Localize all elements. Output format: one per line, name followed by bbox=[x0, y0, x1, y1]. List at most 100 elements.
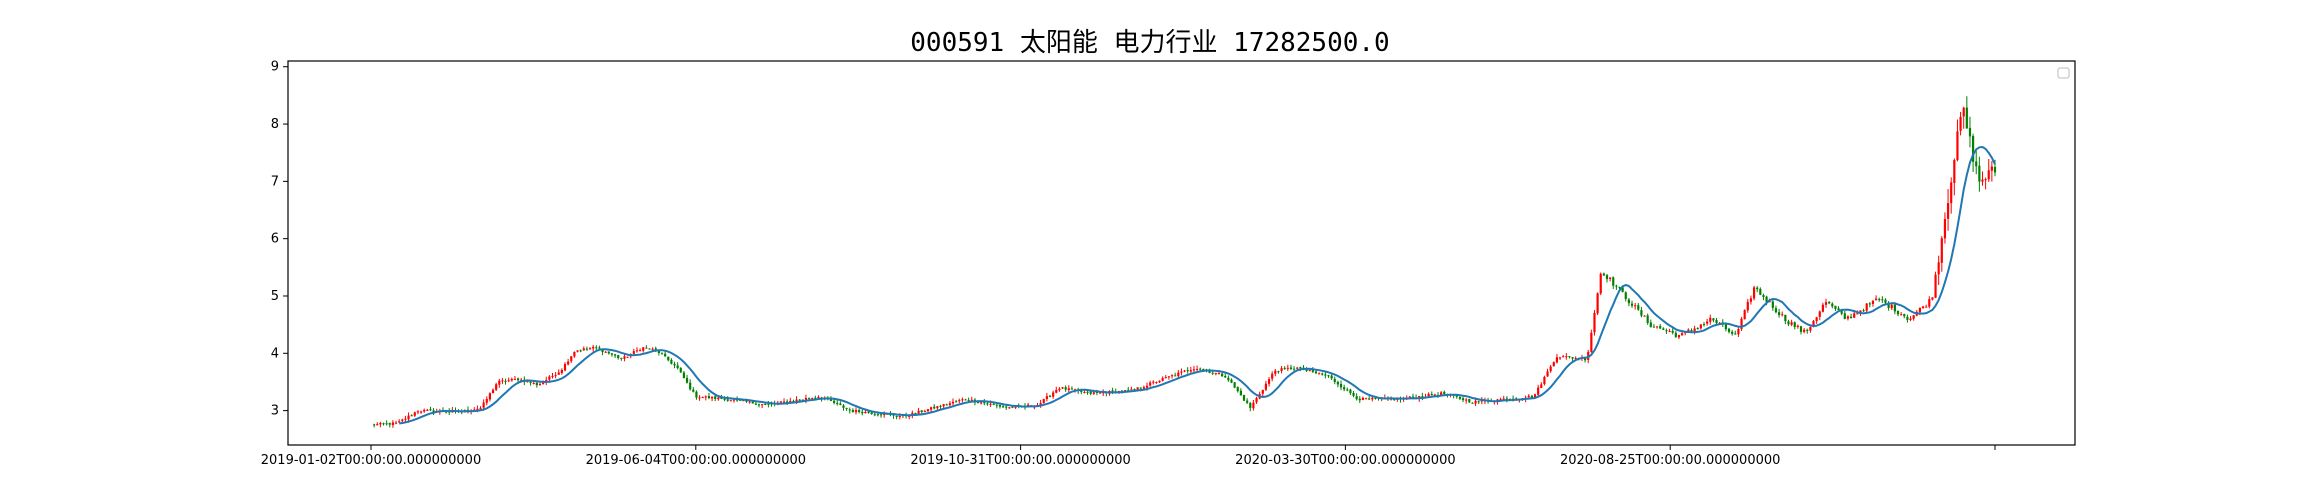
candle-body bbox=[1587, 351, 1590, 360]
candle-body bbox=[657, 350, 660, 353]
candle-body bbox=[1621, 287, 1624, 292]
candle-body bbox=[382, 423, 385, 425]
candle-body bbox=[1230, 379, 1233, 383]
candle-body bbox=[1918, 307, 1921, 313]
candle-body bbox=[1430, 394, 1433, 396]
candle-body bbox=[980, 402, 983, 404]
candle-body bbox=[1943, 219, 1947, 239]
candle-body bbox=[1170, 375, 1174, 377]
candle-body bbox=[939, 405, 942, 407]
candle-body bbox=[1737, 329, 1740, 335]
candle-body bbox=[807, 397, 811, 399]
candle-body bbox=[535, 382, 538, 386]
candle-body bbox=[920, 410, 923, 413]
candle-body bbox=[598, 347, 601, 349]
candle-body bbox=[1199, 368, 1202, 370]
candle-body bbox=[1709, 317, 1712, 322]
candle-body bbox=[1921, 306, 1925, 309]
candle-body bbox=[1465, 399, 1468, 401]
candle-body bbox=[532, 382, 535, 384]
candle-body bbox=[645, 347, 648, 349]
candle-body bbox=[1352, 392, 1355, 396]
candle-body bbox=[1427, 393, 1430, 397]
candle-body bbox=[1255, 397, 1258, 403]
candle-body bbox=[1186, 370, 1189, 372]
candle-body bbox=[413, 412, 416, 416]
candle-body bbox=[1925, 306, 1928, 308]
candle-body bbox=[1368, 398, 1371, 400]
candle-body bbox=[526, 381, 529, 383]
candle-body bbox=[995, 404, 998, 406]
candle-body bbox=[1881, 299, 1884, 301]
candle-body bbox=[557, 372, 560, 375]
candle-body bbox=[789, 400, 792, 403]
candle-body bbox=[1659, 326, 1662, 329]
candle-body bbox=[1934, 274, 1937, 298]
candle-body bbox=[754, 403, 757, 405]
candle-body bbox=[1314, 371, 1318, 374]
candle-body bbox=[958, 400, 961, 402]
candle-body bbox=[1562, 356, 1565, 358]
candle-body bbox=[1746, 301, 1749, 311]
candle-body bbox=[710, 396, 714, 399]
candle-body bbox=[1752, 287, 1756, 299]
y-tick-label: 3 bbox=[271, 404, 279, 419]
candle-body bbox=[588, 348, 592, 350]
legend-box[interactable] bbox=[2057, 67, 2070, 79]
candle-body bbox=[1984, 179, 1987, 181]
candle-body bbox=[498, 380, 501, 385]
candle-body bbox=[1239, 390, 1242, 396]
candle-body bbox=[548, 376, 551, 380]
candle-body bbox=[1227, 377, 1230, 381]
candle-body bbox=[992, 403, 995, 405]
candle-body bbox=[1612, 277, 1615, 286]
candle-body bbox=[1311, 369, 1314, 372]
candle-body bbox=[1192, 369, 1196, 371]
candle-body bbox=[426, 409, 429, 411]
candle-body bbox=[1433, 394, 1436, 396]
candle-body bbox=[567, 361, 570, 365]
candle-body bbox=[1893, 304, 1896, 312]
candle-body bbox=[786, 401, 789, 403]
candle-body bbox=[1637, 305, 1640, 310]
candle-body bbox=[476, 408, 479, 411]
chart-title: 000591 太阳能 电力行业 17282500.0 bbox=[910, 28, 1389, 58]
candle-body bbox=[607, 351, 610, 354]
candle-body bbox=[1630, 303, 1634, 306]
candle-body bbox=[429, 409, 432, 411]
candle-body bbox=[1671, 330, 1674, 333]
candle-body bbox=[1283, 367, 1286, 369]
candle-body bbox=[1856, 313, 1859, 315]
candle-body bbox=[1571, 357, 1574, 359]
candle-body bbox=[516, 378, 520, 381]
moving-average-line bbox=[399, 145, 1996, 425]
candle-body bbox=[1299, 367, 1302, 369]
candle-body bbox=[1546, 371, 1549, 377]
candle-body bbox=[1527, 395, 1530, 398]
candle-body bbox=[914, 413, 917, 415]
candle-body bbox=[373, 424, 376, 426]
candle-body bbox=[1906, 316, 1909, 320]
candle-body bbox=[1167, 376, 1171, 378]
candle-body bbox=[933, 406, 936, 409]
candle-body bbox=[385, 423, 388, 425]
candle-body bbox=[1912, 315, 1915, 319]
candle-body bbox=[1652, 326, 1656, 328]
candle-body bbox=[1796, 325, 1799, 327]
candle-body bbox=[1267, 379, 1271, 384]
candle-body bbox=[1756, 287, 1759, 290]
candle-body bbox=[751, 401, 754, 404]
candle-body bbox=[1177, 372, 1180, 377]
candle-body bbox=[482, 402, 485, 408]
y-tick-label: 7 bbox=[271, 174, 279, 189]
candle-body bbox=[1900, 314, 1903, 316]
candle-body bbox=[1217, 373, 1221, 375]
candle-body bbox=[892, 414, 895, 416]
candle-body bbox=[948, 403, 951, 405]
candle-body bbox=[1358, 398, 1361, 401]
candle-body bbox=[1393, 398, 1396, 401]
candle-body bbox=[1865, 303, 1868, 311]
candle-body bbox=[491, 389, 495, 394]
candle-body bbox=[967, 400, 970, 402]
